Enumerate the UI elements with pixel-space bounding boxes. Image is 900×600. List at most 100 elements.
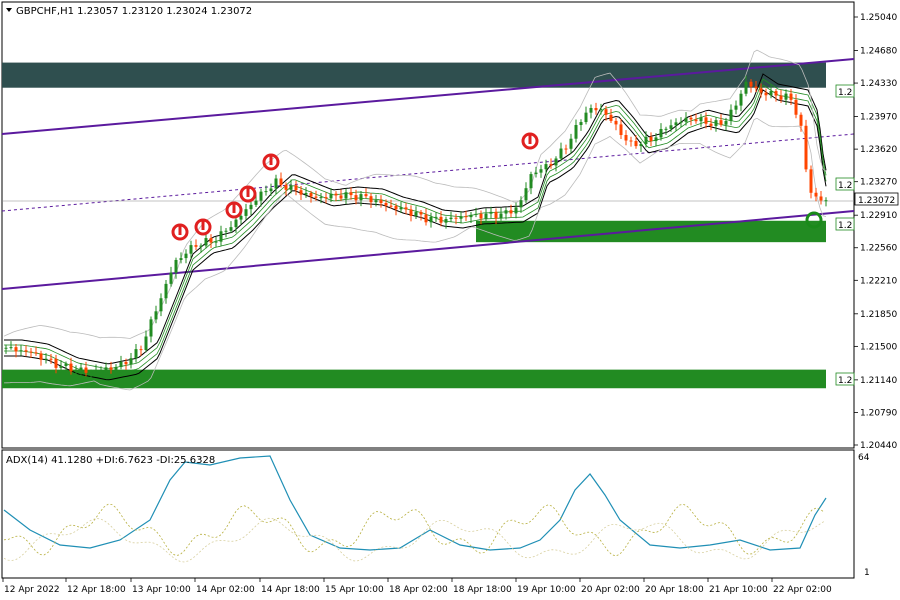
candle-body <box>84 367 88 373</box>
time-tick-label: 22 Apr 02:00 <box>773 585 832 595</box>
candle-body <box>599 109 603 111</box>
plus-di-line <box>3 503 825 557</box>
candle-body <box>659 128 663 138</box>
envelope-upper <box>3 49 827 339</box>
time-tick-label: 18 Apr 18:00 <box>453 585 512 595</box>
zone-price-label: 1.2 <box>838 376 852 386</box>
symbol-label[interactable]: GBPCHF,H1 1.23057 1.23120 1.23024 1.2307… <box>16 6 252 17</box>
candle-body <box>194 245 198 247</box>
ma-band-mid-upper <box>4 78 827 370</box>
candle-body <box>419 212 423 215</box>
candle-body <box>439 216 443 223</box>
candlesticks <box>4 75 828 379</box>
ma-band-mid-lower <box>4 84 827 376</box>
candle-body <box>369 196 373 203</box>
ma-band-lower <box>4 89 827 381</box>
support-zone-upper <box>476 220 826 243</box>
candle-body <box>329 193 333 199</box>
candle-body <box>224 230 228 232</box>
candle-body <box>689 117 693 120</box>
candle-body <box>454 217 458 219</box>
candle-body <box>639 143 643 147</box>
candle-body <box>699 117 703 122</box>
candle-body <box>714 120 718 126</box>
candle-body <box>474 213 478 215</box>
candle-body <box>414 212 418 216</box>
candle-body <box>304 192 308 195</box>
candle-body <box>309 192 313 197</box>
price-tick-label: 1.25040 <box>860 13 897 23</box>
candle-body <box>534 172 538 175</box>
candle-body <box>314 196 318 198</box>
price-tick-label: 1.23620 <box>860 145 897 155</box>
candle-body <box>674 122 678 126</box>
candle-body <box>54 358 58 368</box>
current-price-box <box>854 192 899 206</box>
zone-price-label: 1.2 <box>838 88 852 98</box>
time-tick-label: 14 Apr 02:00 <box>196 585 255 595</box>
candle-body <box>189 245 193 254</box>
candle-body <box>774 91 778 96</box>
candle-body <box>654 137 658 142</box>
candle-body <box>819 196 823 201</box>
current-price-label: 1.23072 <box>858 196 895 206</box>
candle-body <box>114 367 118 370</box>
candle-body <box>579 122 583 126</box>
candle-body <box>294 185 298 191</box>
price-tick-label: 1.24680 <box>860 46 897 56</box>
candle-body <box>794 99 798 115</box>
zone-price-labels: 1.2 1.2 1.2 1.2 <box>835 84 855 386</box>
candle-body <box>434 216 438 218</box>
candle-body <box>179 258 183 260</box>
candle-body <box>184 253 188 259</box>
candle-body <box>339 195 343 199</box>
candle-body <box>709 123 713 126</box>
candle-body <box>159 298 163 312</box>
candle-body <box>144 336 148 351</box>
symbol-dropdown-icon[interactable] <box>6 8 12 12</box>
moving-average-bands <box>3 49 827 391</box>
signal-markers <box>171 132 823 241</box>
candle-body <box>354 195 358 201</box>
price-tick-label: 1.22910 <box>860 211 897 221</box>
candle-body <box>614 120 618 125</box>
candle-body <box>574 125 578 139</box>
candle-body <box>29 351 33 353</box>
candle-body <box>399 207 403 210</box>
candle-body <box>94 370 98 372</box>
candle-body <box>129 358 133 365</box>
adx-scale-bottom: 1 <box>864 568 870 578</box>
candle-body <box>629 140 633 142</box>
candle-body <box>19 350 23 352</box>
candle-body <box>324 197 328 199</box>
candle-body <box>79 367 83 370</box>
price-tick-label: 1.21140 <box>860 376 897 386</box>
candle-body <box>264 191 268 193</box>
buy-signal-icon <box>805 211 823 229</box>
indicator-panel[interactable] <box>1 449 855 579</box>
price-tick-label: 1.21500 <box>860 342 897 352</box>
candle-body <box>44 358 48 360</box>
time-tick-label: 12 Apr 18:00 <box>67 585 126 595</box>
candle-body <box>679 121 683 123</box>
candle-body <box>619 124 623 136</box>
candle-body <box>604 109 608 115</box>
time-tick-label: 15 Apr 10:00 <box>325 585 384 595</box>
candle-body <box>154 311 158 320</box>
price-tick-label: 1.23270 <box>860 178 897 188</box>
candle-body <box>239 215 243 220</box>
candle-body <box>164 283 168 299</box>
candle-body <box>139 349 143 351</box>
candle-body <box>494 211 498 219</box>
candle-body <box>804 125 808 170</box>
candle-body <box>319 197 323 199</box>
candle-body <box>539 169 543 173</box>
candle-body <box>199 245 203 247</box>
price-tick-label: 1.22560 <box>860 244 897 254</box>
candle-body <box>514 207 518 214</box>
candle-body <box>204 238 208 246</box>
candle-body <box>754 86 758 89</box>
candle-body <box>644 136 648 144</box>
candle-body <box>489 211 493 214</box>
